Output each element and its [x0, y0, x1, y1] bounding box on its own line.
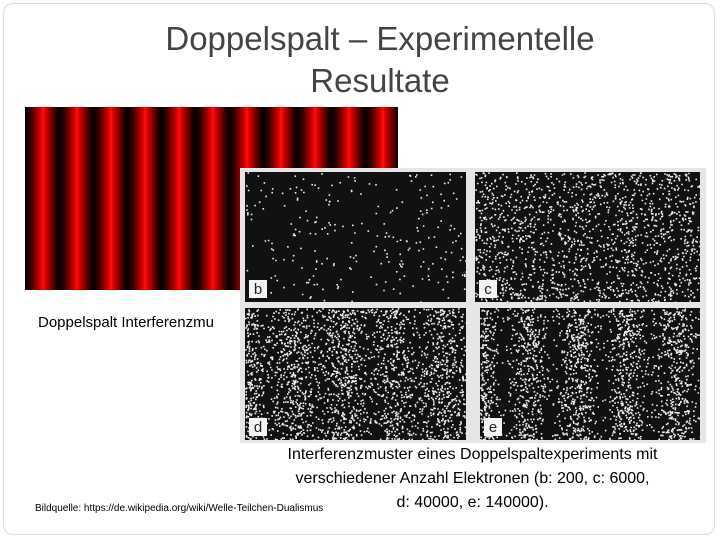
- caption-line: verschiedener Anzahl Elektronen (b: 200,…: [295, 470, 650, 487]
- title-line: Resultate: [310, 62, 450, 99]
- label-box: [249, 418, 267, 436]
- source: Bildquelle: https://de.wikipedia.org/wik…: [35, 503, 324, 514]
- caption-line: Interferenzmuster eines Doppelspaltexper…: [287, 446, 658, 463]
- electron-panel: b c d e: [240, 168, 706, 443]
- label-box: [249, 280, 267, 298]
- image-caption: Doppelspalt Interferenzmu: [38, 314, 214, 331]
- slide-frame: [3, 3, 715, 535]
- electron-dots: [475, 172, 702, 304]
- label-box: [479, 280, 497, 298]
- image-background: [245, 308, 466, 440]
- panel-label: c: [484, 281, 492, 298]
- electron-dots: [245, 308, 468, 442]
- electron-images: b c d e: [245, 172, 702, 442]
- panel-label: b: [254, 281, 262, 298]
- caption-line: d: 40000, e: 140000).: [396, 494, 549, 511]
- title-line: Doppelspalt – Experimentelle: [165, 20, 595, 57]
- image-background: [245, 172, 466, 302]
- electron-dots: [480, 308, 702, 442]
- label-box: [484, 418, 502, 436]
- panel-label: d: [254, 419, 262, 436]
- panel-label: e: [489, 419, 497, 436]
